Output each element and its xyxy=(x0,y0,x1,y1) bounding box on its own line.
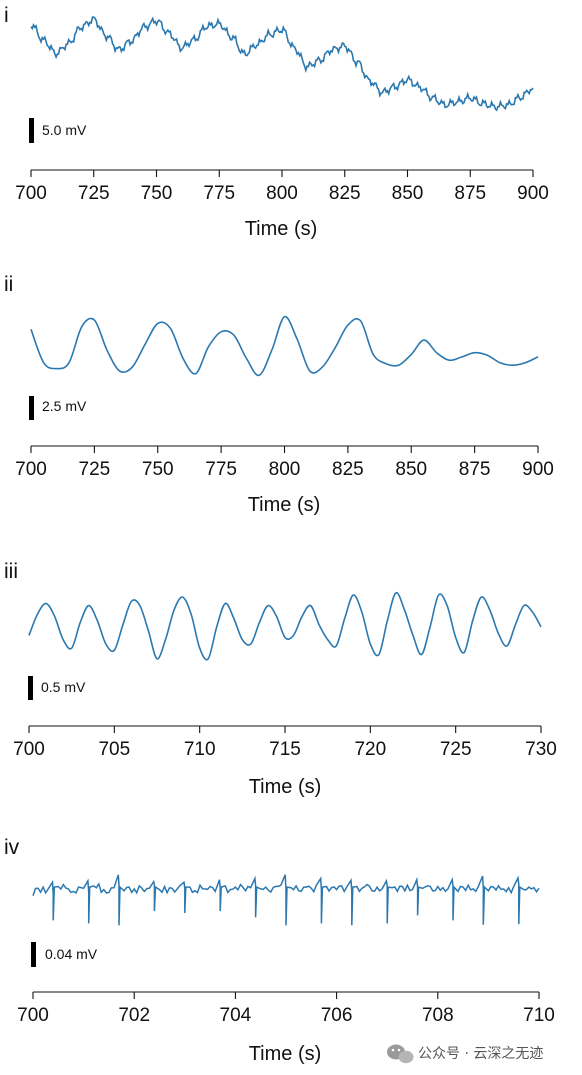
x-axis: 700 725 750 775 800 825 850 875 900 xyxy=(15,445,554,480)
x-tick-label: 900 xyxy=(517,183,549,204)
x-tick-label: 706 xyxy=(321,1005,353,1026)
scale-bar-mark xyxy=(28,676,33,700)
series-line xyxy=(30,315,539,377)
scale-bar-mark xyxy=(29,118,34,143)
panel-ii: ii 2.5 mV 700 725 750 775 800 825 850 875 900 Ti… xyxy=(4,273,554,516)
x-tick-label: 875 xyxy=(459,459,491,480)
scale-bar-mark xyxy=(31,942,36,967)
scale-bar: 2.5 mV xyxy=(29,396,87,420)
x-tick-label: 875 xyxy=(454,183,486,204)
x-tick-label: 750 xyxy=(141,183,173,204)
panel-label: iv xyxy=(4,836,20,859)
x-tick-label: 850 xyxy=(395,459,427,480)
panel-iii: iii 0.5 mV 700 705 710 715 720 725 730 Time (s… xyxy=(4,560,557,798)
panel-label: ii xyxy=(4,273,13,296)
x-tick-label: 710 xyxy=(523,1005,555,1026)
x-tick-label: 850 xyxy=(392,183,424,204)
x-tick-label: 800 xyxy=(269,459,301,480)
x-tick-label: 708 xyxy=(422,1005,454,1026)
x-tick-label: 825 xyxy=(332,459,364,480)
scale-bar: 0.5 mV xyxy=(28,676,86,700)
x-tick-label: 800 xyxy=(266,183,298,204)
panel-i: i 5.0 mV 700 725 750 775 800 825 850 875 900 Tim… xyxy=(4,4,549,240)
x-tick-label: 730 xyxy=(525,739,557,760)
x-tick-label: 704 xyxy=(220,1005,252,1026)
x-tick-label: 725 xyxy=(78,183,110,204)
scale-bar-label: 0.5 mV xyxy=(41,679,86,695)
scale-bar: 5.0 mV xyxy=(29,118,87,143)
series-line xyxy=(30,16,534,112)
x-tick-label: 725 xyxy=(79,459,111,480)
x-axis: 700 725 750 775 800 825 850 875 900 xyxy=(15,169,549,204)
x-tick-label: 710 xyxy=(184,739,216,760)
x-tick-label: 705 xyxy=(98,739,130,760)
scale-bar-mark xyxy=(29,396,34,420)
series-line xyxy=(32,874,540,926)
x-tick-label: 700 xyxy=(13,739,45,760)
watermark-text: 公众号 · 云深之无迹 xyxy=(418,1046,543,1062)
x-tick-label: 700 xyxy=(15,459,47,480)
scale-bar-label: 2.5 mV xyxy=(42,398,87,414)
scale-bar-label: 0.04 mV xyxy=(45,946,98,962)
x-axis-title: Time (s) xyxy=(245,218,318,240)
x-axis: 700 702 704 706 708 710 xyxy=(17,991,555,1026)
panel-label: i xyxy=(4,4,9,27)
x-tick-label: 715 xyxy=(269,739,301,760)
x-tick-label: 775 xyxy=(205,459,237,480)
scale-bar-label: 5.0 mV xyxy=(42,122,87,138)
panel-label: iii xyxy=(4,560,18,583)
x-tick-label: 750 xyxy=(142,459,174,480)
x-axis-title: Time (s) xyxy=(249,1043,322,1065)
series-line xyxy=(28,592,542,661)
x-tick-label: 702 xyxy=(118,1005,150,1026)
x-tick-label: 700 xyxy=(15,183,47,204)
x-tick-label: 700 xyxy=(17,1005,49,1026)
wechat-icon xyxy=(387,1044,414,1064)
x-axis: 700 705 710 715 720 725 730 xyxy=(13,725,557,760)
x-tick-label: 825 xyxy=(329,183,361,204)
watermark: 公众号 · 云深之无迹 xyxy=(387,1044,543,1064)
x-axis-title: Time (s) xyxy=(248,494,321,516)
x-tick-label: 720 xyxy=(354,739,386,760)
panel-iv: iv 0.04 mV 700 702 704 706 708 710 Time (s) xyxy=(4,836,555,1065)
x-tick-label: 775 xyxy=(203,183,235,204)
x-tick-label: 725 xyxy=(440,739,472,760)
scale-bar: 0.04 mV xyxy=(31,942,98,967)
x-axis-title: Time (s) xyxy=(249,776,322,798)
x-tick-label: 900 xyxy=(522,459,554,480)
